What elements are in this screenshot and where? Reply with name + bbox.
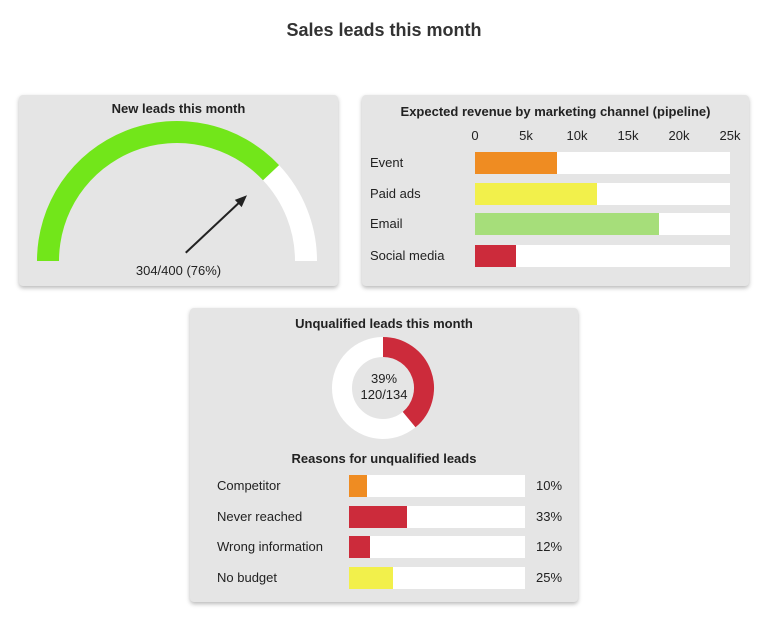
- gauge-empty-arc: [263, 165, 317, 261]
- revenue-tick-label: 15k: [617, 128, 639, 143]
- gauge-needle-arrowhead: [234, 195, 247, 208]
- revenue-bar: [475, 183, 598, 205]
- gauge-needle: [185, 200, 242, 254]
- revenue-title: Expected revenue by marketing channel (p…: [400, 104, 711, 119]
- reason-bar-track: [349, 536, 525, 558]
- reason-category-label: Competitor: [217, 478, 281, 493]
- new-leads-value-label: 304/400 (76%): [135, 263, 222, 278]
- revenue-tick-label: 0: [471, 128, 479, 143]
- reason-bar-track: [349, 506, 525, 528]
- revenue-bar-track: [475, 213, 730, 235]
- revenue-tick-label: 10k: [566, 128, 588, 143]
- reason-bar: [349, 536, 371, 558]
- revenue-tick-label: 5k: [519, 128, 533, 143]
- revenue-card: Expected revenue by marketing channel (p…: [362, 95, 749, 286]
- new-leads-title: New leads this month: [111, 101, 246, 116]
- revenue-category-label: Social media: [370, 248, 445, 263]
- reason-category-label: Never reached: [217, 509, 303, 524]
- revenue-tick-label: 25k: [719, 128, 741, 143]
- revenue-tick-label: 20k: [668, 128, 690, 143]
- gauge-filled-arc: [37, 121, 280, 261]
- revenue-bar: [475, 245, 516, 267]
- revenue-category-label: Event: [370, 155, 404, 170]
- new-leads-gauge: [37, 121, 317, 261]
- unqualified-percent: 39%: [370, 371, 398, 386]
- revenue-bar-track: [475, 183, 730, 205]
- reason-category-label: Wrong information: [217, 539, 323, 554]
- reason-bar: [349, 567, 393, 589]
- revenue-bar: [475, 213, 659, 235]
- revenue-bar-track: [475, 245, 730, 267]
- reason-value-label: 25%: [536, 570, 563, 585]
- reason-value-label: 33%: [536, 509, 563, 524]
- unqualified-donut: [332, 337, 434, 439]
- reason-bar-track: [349, 567, 525, 589]
- reason-value-label: 12%: [536, 539, 563, 554]
- unqualified-card: Unqualified leads this month 39% 120/134…: [190, 308, 578, 602]
- reason-bar: [349, 506, 408, 528]
- revenue-bar: [475, 152, 557, 174]
- new-leads-card: New leads this month 304/400 (76%): [19, 95, 338, 286]
- reasons-title: Reasons for unqualified leads: [291, 451, 477, 466]
- reason-bar: [349, 475, 367, 497]
- revenue-bar-track: [475, 152, 730, 174]
- reason-category-label: No budget: [217, 570, 277, 585]
- unqualified-title: Unqualified leads this month: [295, 316, 473, 331]
- reason-value-label: 10%: [536, 478, 563, 493]
- page-title: Sales leads this month: [286, 20, 482, 40]
- revenue-category-label: Paid ads: [370, 186, 421, 201]
- unqualified-count: 120/134: [360, 387, 408, 402]
- reason-bar-track: [349, 475, 525, 497]
- revenue-category-label: Email: [370, 216, 403, 231]
- donut-filled-arc: [382, 337, 434, 428]
